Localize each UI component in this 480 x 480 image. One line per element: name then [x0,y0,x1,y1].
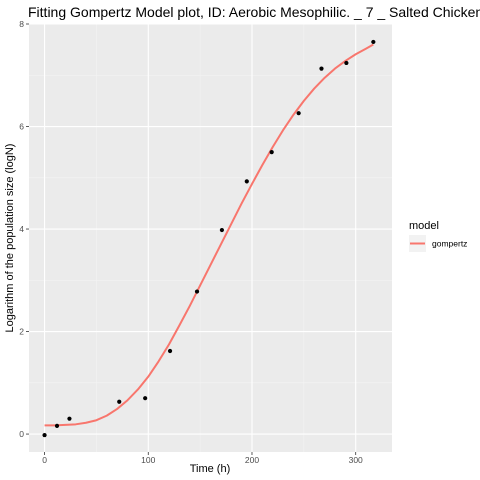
x-tick-label: 300 [349,455,363,465]
y-axis-title: Logarithm of the population size (logN) [4,144,16,333]
data-point [143,396,148,401]
data-point [167,348,173,354]
data-point [42,432,47,438]
data-point [67,416,72,421]
data-points [42,39,376,438]
grid-major [29,23,392,452]
chart-title: Fitting Gompertz Model plot, ID: Aerobic… [28,4,480,20]
x-tick-label: 200 [245,455,259,465]
data-point [54,423,60,428]
y-tick-label: 4 [19,224,24,234]
data-point [344,60,349,66]
gompertz-fit-line [44,43,374,427]
plot-panel [29,24,392,452]
x-tick-label: 100 [141,455,155,465]
data-point [319,66,324,71]
data-point [269,150,274,155]
y-tick-label: 2 [19,327,24,337]
y-tick-label: 0 [19,429,24,439]
data-point [371,39,376,45]
y-tick-label: 8 [19,19,24,29]
data-point [296,111,301,116]
data-point [244,179,249,184]
data-point [219,227,225,233]
legend: model gompertz [409,220,467,252]
legend-label-gompertz: gompertz [432,239,467,249]
legend-title: model [409,220,439,232]
grid-minor [29,24,392,452]
y-tick-label: 6 [19,122,24,132]
data-point [117,399,122,404]
y-axis-ticks: 0 2 4 6 8 [19,19,29,439]
x-axis-ticks: 0 100 200 300 [42,452,363,465]
x-axis-title: Time (h) [190,463,231,475]
x-tick-label: 0 [42,455,47,465]
fit-line-group [44,43,374,427]
data-point [194,289,200,294]
